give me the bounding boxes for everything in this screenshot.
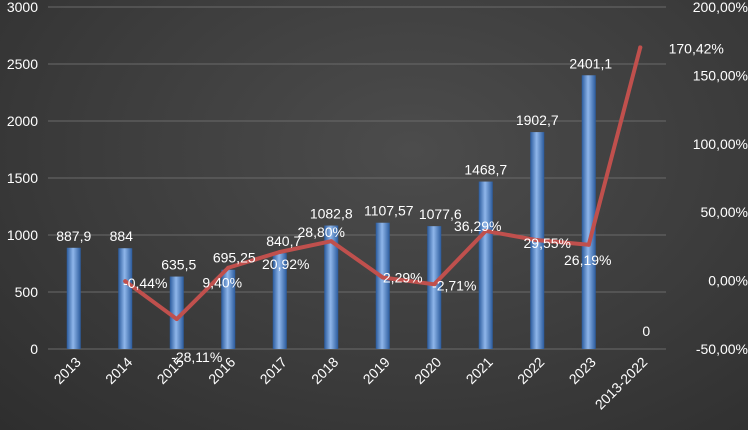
y-right-tick-label: 0,00%: [708, 273, 748, 289]
x-tick-label: 2018: [308, 354, 341, 387]
line-point: [123, 279, 128, 284]
x-tick-label: 2023: [566, 354, 599, 387]
line-point: [535, 238, 540, 243]
y-right-tick-label: -50,00%: [696, 341, 748, 357]
line-value-label: -2,71%: [432, 277, 476, 293]
bar-value-label: 887,9: [56, 228, 91, 244]
bar: [272, 253, 287, 349]
line-value-label: 9,40%: [202, 275, 242, 291]
bar-value-label: 635,5: [161, 257, 196, 273]
bar-value-label: 1082,8: [310, 206, 353, 222]
bar: [427, 226, 442, 349]
line-value-label: 20,92%: [262, 256, 309, 272]
line-point: [638, 45, 643, 50]
y-left-tick-label: 1500: [7, 170, 38, 186]
bar: [169, 276, 184, 349]
x-tick-label: 2022: [514, 354, 547, 387]
x-tick-label: 2013: [51, 354, 84, 387]
y-left-tick-label: 0: [30, 341, 38, 357]
y-left-tick-label: 2000: [7, 113, 38, 129]
line-value-label: 36,29%: [454, 218, 501, 234]
x-tick-label: 2014: [102, 354, 135, 387]
y-right-tick-label: 150,00%: [693, 67, 748, 83]
x-tick-label: 2020: [411, 354, 444, 387]
growth-line: [123, 45, 643, 322]
gridlines: [48, 6, 666, 350]
bar: [66, 247, 81, 349]
line-point: [380, 275, 385, 280]
bar-value-label: 840,7: [266, 233, 301, 249]
line-point: [586, 242, 591, 247]
bar-value-label: 0: [642, 323, 650, 339]
line-point: [483, 228, 488, 233]
bar: [375, 222, 390, 349]
line-value-label: 26,19%: [564, 252, 611, 268]
line-point: [174, 317, 179, 322]
bar: [581, 75, 596, 349]
bar: [221, 269, 236, 349]
bar: [478, 181, 493, 349]
y-left-tick-label: 1000: [7, 227, 38, 243]
bar-value-label: 884: [110, 228, 134, 244]
line-point: [329, 239, 334, 244]
y-left-tick-label: 500: [15, 284, 39, 300]
line-value-label: 29,55%: [524, 235, 571, 251]
line-point: [277, 249, 282, 254]
y-right-tick-label: 200,00%: [693, 0, 748, 15]
y-right-tick-label: 50,00%: [701, 204, 748, 220]
line-value-label: 170,42%: [669, 40, 724, 56]
line-value-label: -28,11%: [171, 349, 222, 365]
x-tick-label: 2013-2022: [592, 354, 651, 413]
line-value-label: 2,29%: [383, 269, 423, 285]
line-point: [432, 282, 437, 287]
bar-value-label: 695,25: [213, 250, 256, 266]
bar: [324, 225, 339, 349]
bar-value-label: 1468,7: [464, 162, 507, 178]
y-left-tick-label: 2500: [7, 56, 38, 72]
bars: [66, 75, 596, 349]
data-labels: 887,9 884 635,5 695,25 840,7 1082,8 1107,57 107…: [56, 40, 724, 365]
line-value-label: 28,80%: [298, 224, 345, 240]
y-left-tick-label: 3000: [7, 0, 38, 15]
x-tick-label: 2021: [463, 354, 496, 387]
bar-value-label: 1902,7: [516, 112, 559, 128]
line-value-label: -0,44%: [123, 275, 167, 291]
x-tick-label: 2017: [257, 354, 290, 387]
bar-value-label: 1107,57: [364, 203, 414, 219]
bar-value-label: 2401,1: [569, 55, 612, 71]
line-point: [226, 265, 231, 270]
bar-value-label: 1077,6: [419, 206, 462, 222]
y-right-tick-label: 100,00%: [693, 136, 748, 152]
bar: [118, 248, 133, 349]
x-tick-label: 2019: [360, 354, 393, 387]
